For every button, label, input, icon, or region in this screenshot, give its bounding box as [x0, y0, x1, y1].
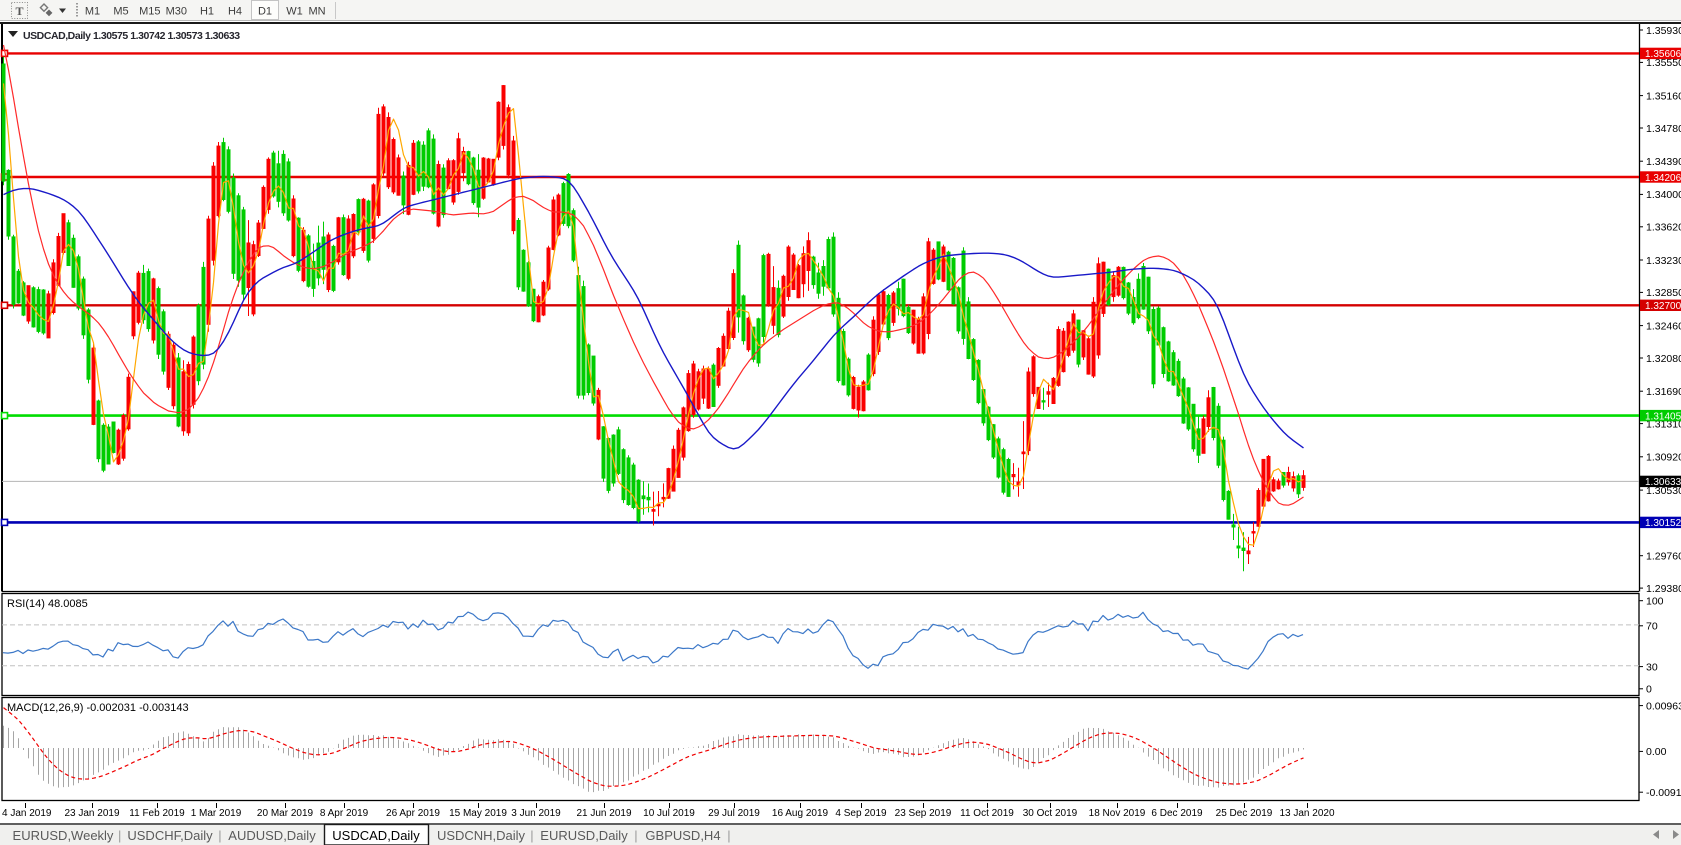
- svg-text:3 Jun 2019: 3 Jun 2019: [511, 808, 561, 819]
- svg-text:16 Aug 2019: 16 Aug 2019: [772, 808, 829, 819]
- svg-text:|: |: [634, 828, 637, 843]
- svg-text:1.30920: 1.30920: [1646, 452, 1681, 464]
- svg-text:EURUSD,Daily: EURUSD,Daily: [540, 828, 628, 843]
- svg-text:1.33620: 1.33620: [1646, 222, 1681, 234]
- svg-text:6 Dec 2019: 6 Dec 2019: [1151, 808, 1203, 819]
- svg-text:|: |: [118, 828, 121, 843]
- svg-text:M1: M1: [85, 6, 100, 18]
- svg-text:1.30530: 1.30530: [1646, 485, 1681, 497]
- svg-text:100: 100: [1646, 596, 1664, 608]
- svg-text:10 Jul 2019: 10 Jul 2019: [643, 808, 695, 819]
- svg-text:USDCNH,Daily: USDCNH,Daily: [437, 828, 526, 843]
- svg-text:70: 70: [1646, 621, 1658, 633]
- svg-text:-0.00913: -0.00913: [1646, 787, 1681, 799]
- svg-text:4 Jan 2019: 4 Jan 2019: [2, 808, 52, 819]
- svg-text:1.34780: 1.34780: [1646, 123, 1681, 135]
- svg-text:1.35550: 1.35550: [1646, 57, 1681, 69]
- svg-text:1.34206: 1.34206: [1645, 173, 1681, 184]
- svg-text:GBPUSD,H4: GBPUSD,H4: [645, 828, 720, 843]
- svg-text:1.31405: 1.31405: [1645, 411, 1681, 422]
- svg-text:1.30152: 1.30152: [1645, 518, 1681, 529]
- svg-text:MACD(12,26,9) -0.002031 -0.003: MACD(12,26,9) -0.002031 -0.003143: [7, 702, 189, 714]
- svg-text:23 Sep 2019: 23 Sep 2019: [895, 808, 952, 819]
- svg-text:0: 0: [1646, 684, 1652, 696]
- svg-text:30: 30: [1646, 661, 1658, 673]
- svg-text:25 Dec 2019: 25 Dec 2019: [1216, 808, 1273, 819]
- svg-text:13 Jan 2020: 13 Jan 2020: [1279, 808, 1334, 819]
- svg-text:18 Nov 2019: 18 Nov 2019: [1089, 808, 1146, 819]
- svg-text:0.00: 0.00: [1646, 746, 1667, 758]
- svg-text:D1: D1: [258, 6, 272, 18]
- svg-text:|: |: [218, 828, 221, 843]
- svg-text:USDCHF,Daily: USDCHF,Daily: [127, 828, 213, 843]
- svg-text:EURUSD,Weekly: EURUSD,Weekly: [13, 828, 114, 843]
- svg-text:21 Jun 2019: 21 Jun 2019: [576, 808, 631, 819]
- svg-text:T: T: [15, 4, 23, 18]
- svg-text:H1: H1: [200, 6, 214, 18]
- svg-text:20 Mar 2019: 20 Mar 2019: [257, 808, 314, 819]
- svg-text:MN: MN: [308, 6, 325, 18]
- svg-text:1.34000: 1.34000: [1646, 189, 1681, 201]
- svg-text:29 Jul 2019: 29 Jul 2019: [708, 808, 760, 819]
- svg-text:|: |: [727, 828, 730, 843]
- svg-text:30 Oct 2019: 30 Oct 2019: [1023, 808, 1078, 819]
- svg-text:1.32460: 1.32460: [1646, 320, 1681, 332]
- svg-text:15 May 2019: 15 May 2019: [449, 808, 507, 819]
- svg-text:1.30633: 1.30633: [1645, 477, 1681, 488]
- svg-text:1.35930: 1.35930: [1646, 25, 1681, 37]
- svg-text:M15: M15: [139, 6, 160, 18]
- svg-text:11 Oct 2019: 11 Oct 2019: [960, 808, 1014, 819]
- svg-text:1.32080: 1.32080: [1646, 353, 1681, 365]
- svg-text:USDCAD,Daily 1.30575 1.30742: USDCAD,Daily 1.30575 1.30742 1.30573 1.3…: [23, 30, 240, 42]
- svg-text:M5: M5: [113, 6, 128, 18]
- svg-text:H4: H4: [228, 6, 242, 18]
- svg-text:1.29380: 1.29380: [1646, 583, 1681, 595]
- svg-text:11 Feb 2019: 11 Feb 2019: [129, 808, 185, 819]
- svg-text:RSI(14) 48.0085: RSI(14) 48.0085: [7, 598, 88, 610]
- svg-text:1.31690: 1.31690: [1646, 386, 1681, 398]
- svg-text:USDCAD,Daily: USDCAD,Daily: [332, 828, 420, 843]
- svg-text:1.35606: 1.35606: [1645, 49, 1681, 60]
- svg-text:1.29760: 1.29760: [1646, 551, 1681, 563]
- svg-text:1.33230: 1.33230: [1646, 255, 1681, 267]
- svg-text:AUDUSD,Daily: AUDUSD,Daily: [228, 828, 316, 843]
- svg-text:W1: W1: [286, 6, 303, 18]
- svg-text:1.34390: 1.34390: [1646, 156, 1681, 168]
- svg-text:26 Apr 2019: 26 Apr 2019: [386, 808, 440, 819]
- svg-text:M30: M30: [166, 6, 187, 18]
- svg-text:8 Apr 2019: 8 Apr 2019: [320, 808, 369, 819]
- svg-text:|: |: [530, 828, 533, 843]
- svg-text:4 Sep 2019: 4 Sep 2019: [835, 808, 887, 819]
- svg-text:0.009633: 0.009633: [1646, 700, 1681, 712]
- svg-text:23 Jan 2019: 23 Jan 2019: [64, 808, 119, 819]
- svg-text:1.31310: 1.31310: [1646, 418, 1681, 430]
- svg-text:1.32850: 1.32850: [1646, 287, 1681, 299]
- svg-text:1.35160: 1.35160: [1646, 90, 1681, 102]
- svg-text:1.32700: 1.32700: [1645, 301, 1681, 312]
- svg-text:1 Mar 2019: 1 Mar 2019: [191, 808, 242, 819]
